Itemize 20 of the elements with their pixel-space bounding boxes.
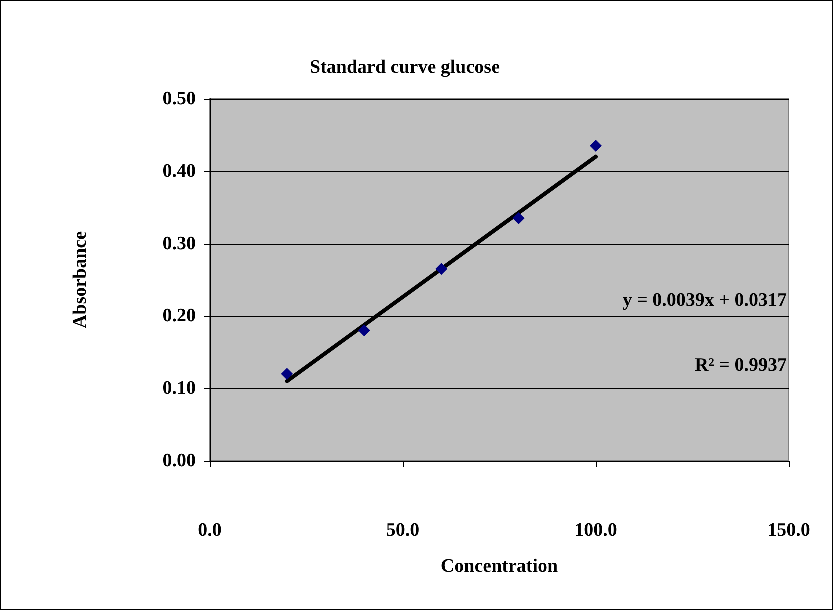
chart-title: Standard curve glucose <box>310 57 500 78</box>
annotation: y = 0.0039x + 0.0317 <box>622 290 788 311</box>
point <box>358 324 370 337</box>
point <box>512 212 525 224</box>
point <box>281 368 294 380</box>
y-tick-label: 0.20 <box>162 306 196 327</box>
y-tick-label: 0.10 <box>162 378 196 400</box>
x-tick-label: 100.0 <box>574 520 618 541</box>
point <box>436 263 448 276</box>
y-tick-label: 0.50 <box>162 88 196 110</box>
x-tick-label: 0.0 <box>198 520 222 541</box>
y-tick-label: 0.30 <box>162 233 196 254</box>
annotation: R² = 0.9937 <box>695 355 788 376</box>
y-axis-title: Absorbance <box>70 231 91 329</box>
point <box>590 140 602 152</box>
y-tick-label: 0.00 <box>162 450 196 472</box>
y-tick-label: 0.40 <box>162 160 196 182</box>
x-axis-title: Concentration <box>440 556 559 577</box>
x-tick-label: 150.0 <box>768 520 810 541</box>
x-tick-label: 50.0 <box>386 520 420 541</box>
